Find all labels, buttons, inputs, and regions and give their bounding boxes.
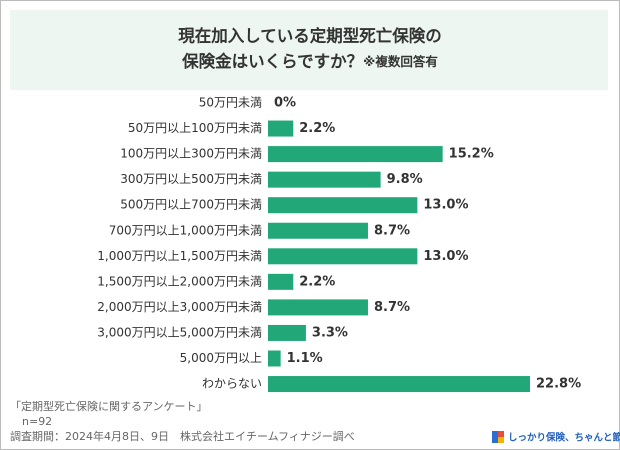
value-label: 9.8%: [387, 172, 423, 187]
category-label: 700万円以上1,000万円未満: [109, 223, 262, 237]
value-label: 13.0%: [423, 249, 468, 264]
bar: [268, 248, 418, 265]
category-label: 300万円以上500万円未満: [120, 172, 262, 186]
category-label: わからない: [202, 377, 262, 391]
footer: 「定期型死亡保険に関するアンケート」: [10, 399, 208, 413]
category-label: 50万円未満: [199, 96, 262, 110]
footer: 調査期間：2024年4月8日、9日 株式会社エイチームフィナジー調べ: [10, 429, 355, 443]
bar: [268, 171, 381, 188]
value-label: 1.1%: [287, 351, 323, 366]
chart-title: 現在加入している定期型死亡保険の: [178, 26, 442, 46]
chart-title: 保険金はいくらですか？: [181, 51, 363, 71]
bar: [268, 146, 443, 163]
value-label: 8.7%: [374, 300, 410, 315]
footer: n=92: [22, 415, 52, 428]
value-label: 2.2%: [299, 274, 335, 289]
bar: [268, 197, 418, 214]
logo-icon: [498, 437, 504, 443]
title-note: ※複数回答有: [363, 54, 438, 69]
value-label: 2.2%: [299, 121, 335, 136]
value-label: 15.2%: [449, 147, 494, 162]
value-label: 13.0%: [423, 198, 468, 213]
bar: [268, 350, 281, 367]
category-label: 50万円以上100万円未満: [128, 121, 262, 135]
bar: [268, 299, 368, 316]
bar: [268, 120, 294, 137]
logo-icon: [498, 431, 504, 437]
logo-icon: [492, 431, 498, 443]
logo: しっかり保険、ちゃんと節約。: [508, 432, 620, 444]
bar: [268, 273, 294, 290]
category-label: 100万円以上300万円未満: [120, 147, 262, 161]
value-label: 3.3%: [312, 325, 348, 340]
category-label: 3,000万円以上5,000万円未満: [97, 325, 262, 339]
value-label: 22.8%: [536, 377, 581, 392]
bar: [268, 324, 306, 341]
value-label: 0%: [274, 96, 296, 111]
category-label: 5,000万円以上: [180, 351, 262, 365]
bar: [268, 376, 530, 393]
category-label: 500万円以上700万円未満: [120, 198, 262, 212]
category-label: 2,000万円以上3,000万円未満: [97, 300, 262, 314]
bar: [268, 222, 368, 239]
category-label: 1,500万円以上2,000万円未満: [97, 274, 262, 288]
category-label: 1,000万円以上1,500万円未満: [97, 249, 262, 263]
title-box: [10, 10, 608, 90]
chart-title: 保険金はいくらですか？※複数回答有: [181, 51, 438, 71]
value-label: 8.7%: [374, 223, 410, 238]
